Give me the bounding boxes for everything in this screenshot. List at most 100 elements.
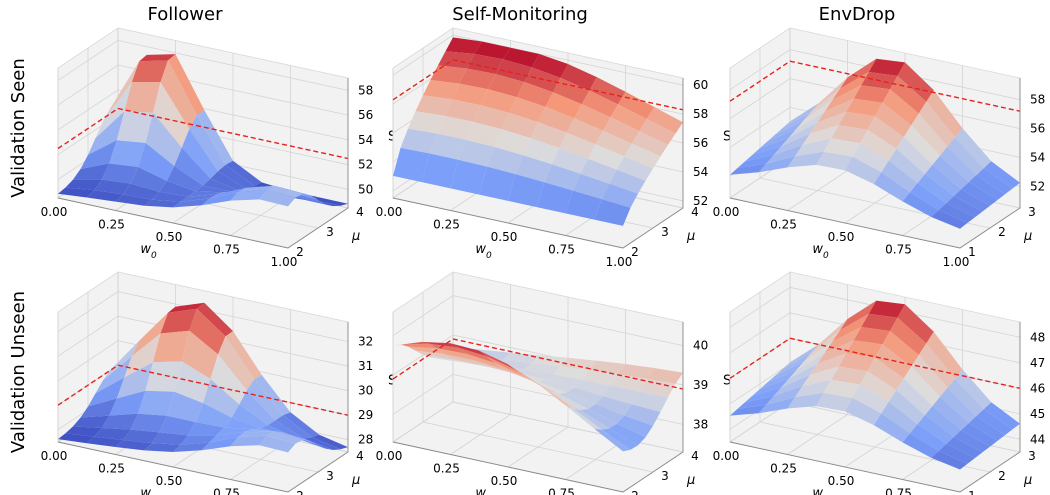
- surface-cell: [853, 327, 890, 345]
- surface-cell: [138, 142, 175, 181]
- y-axis-label: μ: [351, 229, 360, 244]
- surface-cell: [802, 125, 839, 145]
- surface-cell: [947, 378, 984, 417]
- surface-cell: [601, 428, 638, 450]
- surface-cell: [486, 356, 523, 376]
- surface-cell: [524, 363, 561, 375]
- surface-cell: [910, 183, 947, 210]
- surface-cell: [180, 194, 217, 202]
- surface-cell: [238, 431, 275, 438]
- surface-cell: [230, 189, 267, 201]
- grid-line: [729, 286, 1021, 338]
- surface-cell: [888, 390, 925, 425]
- surface-cell: [101, 163, 138, 184]
- y-tick-label: 2: [296, 489, 304, 495]
- surface-cell: [574, 379, 611, 397]
- surface-cell: [983, 161, 1020, 189]
- surface-cell: [817, 98, 854, 123]
- surface-cell: [65, 179, 102, 191]
- surface-cell: [88, 377, 125, 407]
- surface-cell: [189, 115, 226, 172]
- surface-cell: [897, 62, 934, 102]
- surface-cell: [73, 415, 110, 428]
- surface-cell: [730, 163, 767, 175]
- surface-cell: [580, 158, 617, 184]
- surface-cell: [536, 182, 573, 214]
- surface-cell: [868, 300, 905, 318]
- surface-cell: [530, 380, 567, 394]
- z-tick-label: 30: [358, 384, 373, 398]
- surface-cell: [408, 346, 445, 354]
- surface-cell: [594, 199, 631, 226]
- x-tick-label: 0.00: [713, 205, 740, 219]
- surface-cell: [516, 369, 553, 380]
- x-tick-label: 0.00: [376, 449, 403, 463]
- y-tick-label: 3: [661, 225, 669, 239]
- surface-cell: [796, 99, 833, 129]
- y-tick-label: 3: [1028, 449, 1036, 463]
- surface-cell: [181, 129, 218, 179]
- surface-cell: [58, 187, 95, 198]
- surface-cell: [429, 133, 466, 160]
- surface-cell: [153, 330, 190, 363]
- y-axis-label: μ: [1023, 229, 1032, 244]
- surface-cell: [609, 169, 646, 194]
- surface-cell: [393, 341, 430, 346]
- surface-cell: [825, 327, 862, 353]
- x-axis-label: w0: [812, 242, 829, 261]
- surface-cell: [946, 437, 983, 458]
- surface-cell: [115, 440, 152, 451]
- axis-edge: [392, 197, 684, 249]
- surface-cell: [955, 128, 992, 169]
- reference-line: [729, 60, 1021, 112]
- surface-cell: [918, 101, 955, 147]
- z-tick-label: 54: [693, 165, 708, 179]
- surface-cell: [881, 401, 918, 434]
- y-tick-label: 2: [296, 245, 304, 259]
- surface-cell: [239, 390, 276, 426]
- surface-cell: [231, 404, 268, 428]
- surface-cell: [938, 203, 975, 223]
- surface-cell: [95, 82, 132, 139]
- x-axis-label: w0: [475, 486, 492, 495]
- surface-cell: [926, 90, 963, 138]
- surface-cell: [767, 120, 804, 142]
- surface-cell: [479, 166, 516, 201]
- surface-cell: [545, 374, 582, 388]
- surface-cell: [624, 404, 661, 426]
- surface-cell: [181, 330, 218, 379]
- surface-cell: [109, 140, 146, 167]
- surface-cell: [86, 436, 123, 447]
- surface-cell: [917, 174, 954, 204]
- surface-cell: [501, 112, 538, 139]
- surface-cell: [931, 210, 968, 229]
- surface-cell: [151, 432, 188, 445]
- surface-cell: [421, 341, 458, 348]
- surface-cell: [88, 111, 125, 155]
- surface-cell: [523, 138, 560, 165]
- z-tick-label: 54: [358, 133, 373, 147]
- surface-cell: [210, 354, 247, 405]
- grid-line: [57, 315, 349, 367]
- surface-cell: [138, 390, 175, 416]
- x-tick-label: 0.75: [548, 243, 575, 257]
- surface-cell: [595, 130, 632, 157]
- surface-cell: [730, 404, 767, 416]
- surface-cell: [196, 110, 233, 165]
- surface-cell: [283, 412, 320, 438]
- reference-line: [57, 107, 349, 160]
- surface-cell: [624, 143, 661, 169]
- surface-cell: [867, 357, 904, 391]
- x-tick-label: 0.00: [41, 449, 68, 463]
- surface-cell: [926, 331, 963, 379]
- surface-cell: [173, 198, 210, 208]
- x-tick-label: 1.00: [943, 255, 970, 269]
- surface-cell: [188, 422, 225, 436]
- z-tick-label: 56: [358, 108, 373, 122]
- surface-cell: [253, 428, 290, 436]
- surface-cell: [860, 371, 897, 402]
- surface-cell: [840, 300, 877, 331]
- surface-mesh: [58, 302, 348, 453]
- surface-cell: [875, 102, 912, 137]
- surface-cell: [245, 429, 282, 432]
